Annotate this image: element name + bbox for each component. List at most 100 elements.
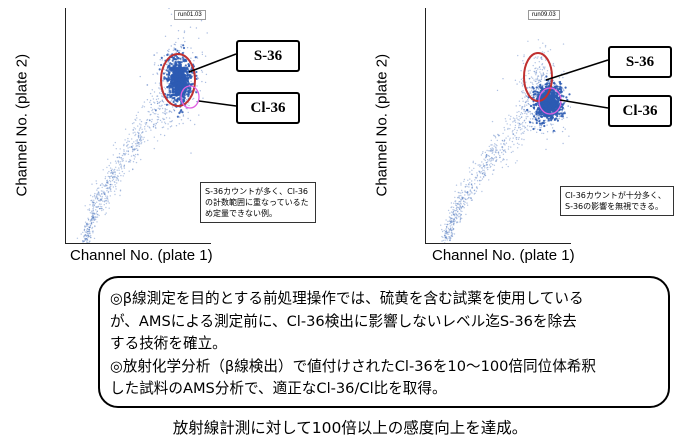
scatter-dot: [461, 205, 464, 207]
scatter-dot: [90, 218, 93, 220]
scatter-dot: [175, 61, 178, 64]
scatter-dot: [168, 84, 171, 88]
scatter-dot: [110, 172, 112, 174]
scatter-dot: [87, 232, 89, 235]
scatter-dot: [206, 32, 208, 34]
scatter-dot: [450, 234, 452, 237]
scatter-dot: [134, 147, 136, 150]
scatter-dot: [171, 59, 174, 62]
scatter-dot: [103, 193, 106, 195]
scatter-dot: [97, 205, 99, 208]
scatter-dot: [90, 199, 92, 202]
scatter-dot: [522, 121, 524, 124]
scatter-dot: [174, 44, 176, 46]
scatter-dot: [149, 114, 151, 116]
scatter-dot: [456, 202, 458, 205]
scatter-dot: [461, 197, 463, 200]
scatter-dot: [94, 202, 97, 205]
right-cl36-leader: [559, 99, 609, 109]
scatter-dot: [453, 209, 456, 211]
scatter-dot: [93, 212, 95, 214]
scatter-dot: [501, 148, 504, 150]
scatter-dot: [104, 185, 106, 187]
scatter-dot: [90, 223, 93, 225]
scatter-dot: [87, 231, 89, 233]
scatter-dot: [175, 55, 179, 59]
scatter-dot: [451, 226, 454, 228]
scatter-dot: [173, 98, 176, 101]
scatter-dot: [462, 200, 465, 202]
scatter-dot: [154, 109, 157, 111]
scatter-dot: [176, 49, 179, 52]
scatter-dot: [534, 111, 536, 114]
scatter-dot: [90, 236, 92, 239]
scatter-dot: [93, 202, 95, 204]
scatter-dot: [114, 168, 116, 171]
scatter-dot: [143, 101, 146, 103]
scatter-dot: [156, 73, 159, 75]
scatter-dot: [133, 149, 135, 151]
scatter-dot: [165, 103, 168, 106]
scatter-dot: [109, 184, 111, 186]
scatter-dot: [477, 164, 479, 166]
scatter-dot: [129, 161, 131, 163]
scatter-dot: [104, 200, 106, 202]
scatter-dot: [480, 179, 482, 182]
scatter-dot: [471, 169, 473, 171]
scatter-dot: [473, 189, 476, 191]
scatter-dot: [507, 165, 509, 168]
scatter-dot: [119, 148, 121, 150]
scatter-dot: [188, 104, 190, 107]
scatter-dot: [96, 193, 98, 195]
scatter-dot: [470, 191, 472, 193]
scatter-dot: [151, 95, 153, 97]
scatter-dot: [170, 45, 172, 47]
scatter-dot: [150, 106, 152, 109]
scatter-dot: [132, 149, 134, 151]
scatter-dot: [172, 88, 175, 91]
scatter-dot: [91, 226, 94, 229]
scatter-dot: [486, 167, 488, 169]
scatter-dot: [98, 193, 100, 195]
scatter-dot: [511, 140, 514, 143]
scatter-dot: [180, 47, 183, 49]
scatter-dot: [107, 188, 109, 190]
scatter-dot: [93, 199, 95, 201]
scatter-dot: [462, 206, 464, 208]
scatter-dot: [493, 154, 495, 156]
scatter-dot: [106, 190, 108, 192]
scatter-dot: [516, 111, 518, 114]
scatter-dot: [476, 180, 479, 182]
scatter-dot: [481, 178, 484, 180]
scatter-dot: [164, 103, 166, 106]
scatter-dot: [503, 139, 506, 141]
scatter-dot: [131, 146, 133, 148]
scatter-dot: [114, 173, 116, 175]
scatter-dot: [452, 210, 455, 213]
summary-line-3: する技術を確立。: [110, 335, 227, 352]
scatter-dot: [460, 182, 462, 184]
scatter-dot: [85, 237, 87, 240]
scatter-dot: [84, 226, 86, 228]
scatter-dot: [111, 172, 114, 174]
scatter-dot: [107, 187, 109, 189]
scatter-dot: [155, 122, 157, 125]
scatter-dot: [150, 103, 152, 106]
scatter-dot: [173, 108, 175, 111]
scatter-dot: [156, 100, 159, 103]
scatter-dot: [497, 151, 500, 153]
scatter-dot: [120, 166, 122, 168]
scatter-dot: [178, 88, 182, 92]
scatter-dot: [86, 222, 88, 225]
scatter-dot: [155, 123, 157, 125]
scatter-dot: [457, 197, 459, 199]
scatter-dot: [109, 179, 111, 182]
scatter-dot: [109, 162, 112, 164]
scatter-dot: [95, 206, 97, 208]
scatter-dot: [86, 230, 88, 233]
scatter-dot: [456, 217, 458, 219]
scatter-dot: [120, 164, 123, 166]
scatter-dot: [459, 200, 461, 203]
scatter-dot: [452, 221, 455, 223]
left-x-axis-label: Channel No. (plate 1): [70, 247, 213, 264]
